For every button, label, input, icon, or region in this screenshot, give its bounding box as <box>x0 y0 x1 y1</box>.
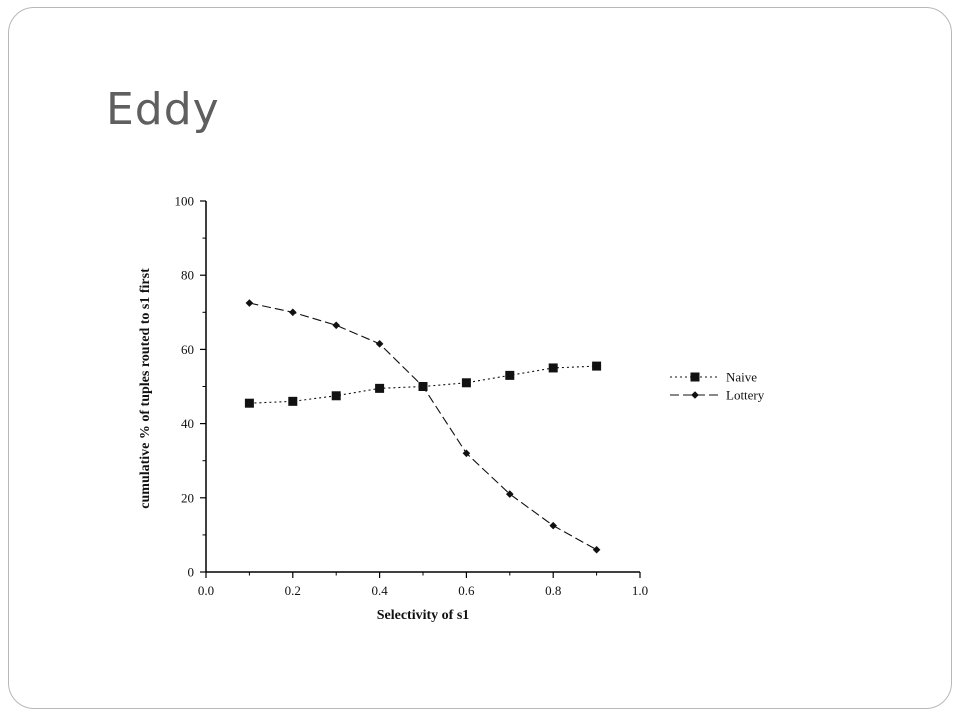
x-tick-label: 0.2 <box>285 583 301 598</box>
chart-ticks: 0.0 0.2 0.4 0.6 0.8 1.0 0 20 40 60 80 100 <box>175 194 649 599</box>
x-tick-label: 0.6 <box>458 583 475 598</box>
naive-data-point <box>288 396 298 406</box>
lottery-data-point <box>462 449 471 458</box>
legend-naive-label: Naive <box>726 370 757 385</box>
lottery-data-point <box>549 521 557 530</box>
y-tick-label: 80 <box>181 268 194 283</box>
naive-data-point <box>375 383 385 393</box>
slide-title: Eddy <box>106 84 220 135</box>
chart-series <box>244 299 602 554</box>
lottery-data-point <box>592 545 601 554</box>
x-tick-label: 0.8 <box>545 583 561 598</box>
lottery-data-point <box>245 299 254 307</box>
slide-frame <box>8 7 952 709</box>
x-tick-label: 0.0 <box>198 583 214 598</box>
x-axis-title: Selectivity of s1 <box>377 608 470 623</box>
lottery-series-line <box>249 302 597 551</box>
lottery-data-point <box>332 321 340 330</box>
y-tick-label: 60 <box>181 342 194 357</box>
y-tick-label: 0 <box>188 565 195 580</box>
x-tick-label: 1.0 <box>632 583 648 598</box>
naive-data-point <box>505 370 515 380</box>
lottery-data-point <box>506 490 514 498</box>
lottery-data-point <box>375 340 384 348</box>
lottery-data-point <box>289 308 297 317</box>
naive-series-line <box>249 365 597 404</box>
y-tick-label: 20 <box>181 490 194 505</box>
y-axis-title: cumulative % of tuples routed to s1 firs… <box>138 268 153 509</box>
lottery-data-point <box>419 382 427 391</box>
x-tick-label: 0.4 <box>371 583 388 598</box>
naive-data-point <box>331 391 341 401</box>
y-tick-label: 40 <box>181 416 194 431</box>
naive-data-point <box>244 398 254 408</box>
legend-naive-marker <box>690 372 700 382</box>
naive-data-point <box>548 363 558 373</box>
naive-data-point <box>592 361 602 371</box>
y-tick-label: 100 <box>175 194 195 209</box>
legend-lottery-label: Lottery <box>726 388 765 403</box>
chart-legend: Naive Lottery <box>670 370 765 403</box>
naive-data-point <box>461 378 471 388</box>
legend-lottery-marker <box>691 391 699 399</box>
